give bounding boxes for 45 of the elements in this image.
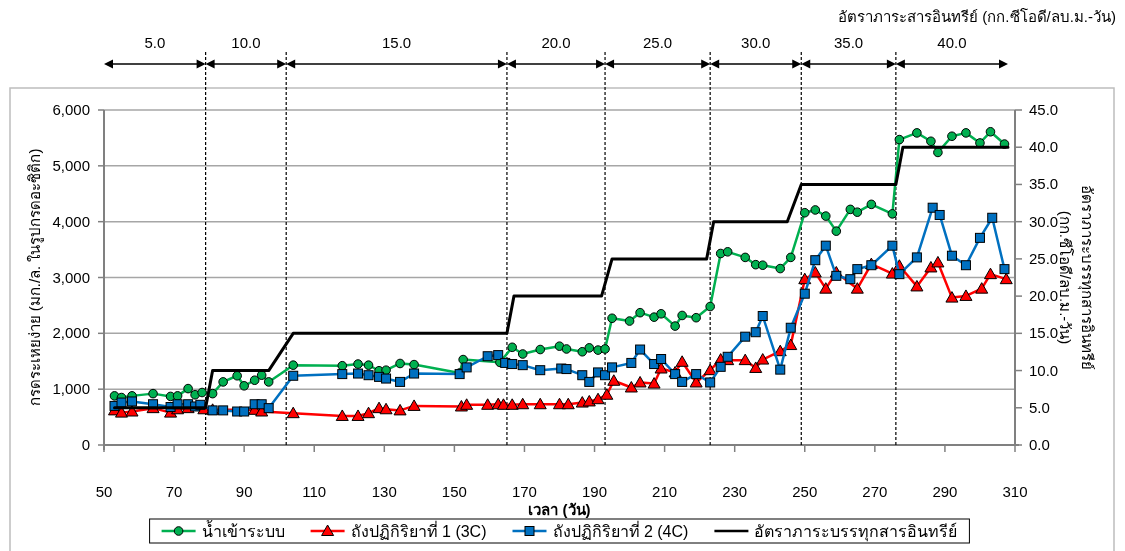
text: 25.0 — [643, 34, 673, 51]
legend-label: ถังปฏิกิริยาที่ 1 (3C) — [350, 520, 487, 540]
x-tick-label: 170 — [511, 483, 537, 500]
y2-axis-title: อัตราภาระบรรทุกสารอินทรีย์ (กก.ซีโอดี/ลบ.ม.-วัน) — [1057, 185, 1096, 370]
x-tick-label: 290 — [932, 483, 958, 500]
x-tick-label: 210 — [652, 483, 678, 500]
legend-label: อัตราภาระบรรทุกสารอินทรีย์ — [754, 522, 958, 542]
x-tick-label: 90 — [235, 483, 253, 500]
legend-label: ถังปฏิกิริยาที่ 2 (4C) — [552, 520, 689, 540]
x-tick-label: 190 — [582, 483, 608, 500]
y2-tick-label: 40.0 — [1029, 138, 1059, 156]
text: 15.0 — [381, 34, 412, 51]
text: 30.0 — [741, 34, 771, 51]
x-axis-title: เวลา (วัน) — [528, 501, 591, 518]
x-tick-label: 110 — [302, 483, 327, 500]
text: 40.0 — [937, 34, 967, 51]
y-tick-label: 0 — [81, 436, 90, 453]
y2-tick-label: 35.0 — [1029, 175, 1059, 193]
y-tick-label: 2,000 — [52, 324, 90, 342]
y-tick-label: 4,000 — [52, 212, 90, 230]
y2-tick-label: 45.0 — [1029, 101, 1059, 118]
y-tick-label: 6,000 — [52, 101, 90, 118]
x-tick-label: 50 — [95, 483, 113, 500]
text: 5.0 — [144, 34, 166, 51]
text: 10.0 — [231, 34, 261, 51]
y-axis-title: กรดระเหยง่าย (มก./ล. ในรูปกรดอะซิติก) — [26, 148, 44, 407]
y2-tick-label: 25.0 — [1029, 249, 1059, 267]
x-tick-label: 310 — [1002, 483, 1028, 500]
x-tick-label: 230 — [722, 483, 748, 500]
x-tick-label: 270 — [862, 483, 888, 500]
legend-label: น้ำเข้าระบบ — [201, 520, 285, 540]
text: 35.0 — [833, 34, 864, 51]
y-tick-label: 5,000 — [52, 156, 90, 174]
text: 20.0 — [541, 34, 571, 51]
y2-tick-label: 20.0 — [1029, 287, 1059, 305]
y-tick-label: 3,000 — [52, 268, 90, 286]
text: อัตราภาระสารอินทรีย์ (กก.ซีโอดี/ลบ.ม.-วัน) — [838, 8, 1116, 25]
x-tick-label: 150 — [441, 483, 467, 500]
y-tick-label: 1,000 — [52, 380, 90, 398]
y2-tick-label: 0.0 — [1029, 436, 1050, 453]
y2-tick-label: 5.0 — [1029, 398, 1050, 416]
x-tick-label: 130 — [371, 483, 397, 500]
y2-tick-label: 10.0 — [1029, 361, 1059, 379]
x-tick-label: 250 — [792, 483, 818, 500]
x-tick-label: 70 — [165, 483, 183, 500]
